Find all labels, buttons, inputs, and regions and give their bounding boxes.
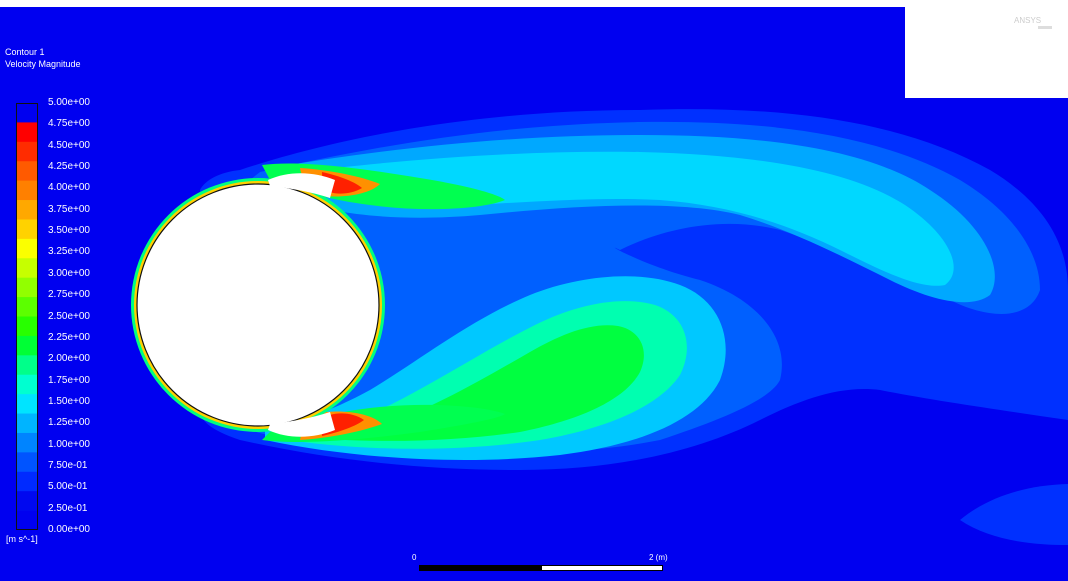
cylinder-body (136, 183, 380, 427)
separation-pocket-bottom (268, 412, 335, 437)
legend-color-segment (17, 297, 37, 317)
contour-name: Contour 1 (5, 47, 45, 57)
legend-color-bar (16, 103, 38, 530)
legend-color-segment (17, 161, 37, 182)
legend-tick-label: 1.25e+00 (48, 417, 90, 429)
legend-tick-label: 4.75e+00 (48, 118, 90, 130)
legend-unit: [m s^-1] (6, 534, 38, 544)
ansys-logo-icon: ANSYS (1014, 16, 1052, 29)
downstream-low-band (960, 484, 1068, 545)
upper-vortex-light (300, 151, 954, 286)
legend-tick-label: 7.50e-01 (48, 459, 88, 471)
legend-tick-label: 3.25e+00 (48, 246, 90, 258)
legend-tick-label: 2.50e-01 (48, 502, 88, 514)
legend-color-segment (17, 374, 37, 395)
scale-end-label: 2 (m) (649, 553, 668, 562)
legend-tick-label: 3.00e+00 (48, 267, 90, 279)
legend-tick-label: 4.50e+00 (48, 139, 90, 151)
legend-tick-label: 2.25e+00 (48, 331, 90, 343)
legend-tick-label: 1.75e+00 (48, 374, 90, 386)
lower-vortex-core (290, 325, 644, 441)
legend-color-segment (17, 355, 37, 376)
legend-color-segment (17, 277, 37, 298)
legend-color-segment (17, 238, 37, 259)
svg-text:ANSYS: ANSYS (1014, 16, 1041, 25)
legend-color-segment (17, 413, 37, 434)
legend-tick-label: 3.50e+00 (48, 225, 90, 237)
legend-color-segment (17, 394, 37, 414)
legend-tick-label: 1.50e+00 (48, 395, 90, 407)
legend-color-segment (17, 335, 37, 356)
scale-start-label: 0 (412, 553, 417, 562)
legend-color-segment (17, 432, 37, 453)
legend-tick-label: 2.00e+00 (48, 353, 90, 365)
legend-tick-label: 4.25e+00 (48, 161, 90, 173)
legend-tick-label: 3.75e+00 (48, 203, 90, 215)
scale-bar (419, 565, 663, 571)
legend-color-segment (17, 471, 37, 492)
legend-tick-label: 1.00e+00 (48, 438, 90, 450)
legend-color-segment (17, 219, 37, 240)
separation-pocket-top (268, 173, 335, 198)
contour-variable: Velocity Magnitude (5, 59, 81, 69)
legend-color-segment (17, 200, 37, 220)
legend-color-segment (17, 258, 37, 279)
legend-tick-label: 4.00e+00 (48, 182, 90, 194)
legend-color-segment (17, 180, 37, 201)
scale-bar-dark-segment (420, 566, 542, 570)
legend-labels: 5.00e+00 4.75e+00 4.50e+00 4.25e+00 4.00e+00… (48, 97, 118, 537)
legend-tick-label: 5.00e+00 (48, 97, 90, 108)
legend-tick-label: 2.75e+00 (48, 289, 90, 301)
legend-color-segment (17, 452, 37, 473)
legend-color-segment (17, 141, 37, 162)
inset-panel: ANSYS (905, 7, 1068, 98)
legend-tick-label: 0.00e+00 (48, 524, 90, 535)
legend-tick-label: 2.50e+00 (48, 310, 90, 322)
legend-color-segment (17, 316, 37, 337)
legend-color-segment (17, 122, 37, 143)
legend-tick-label: 5.00e-01 (48, 481, 88, 493)
legend-color-segment (17, 491, 37, 512)
